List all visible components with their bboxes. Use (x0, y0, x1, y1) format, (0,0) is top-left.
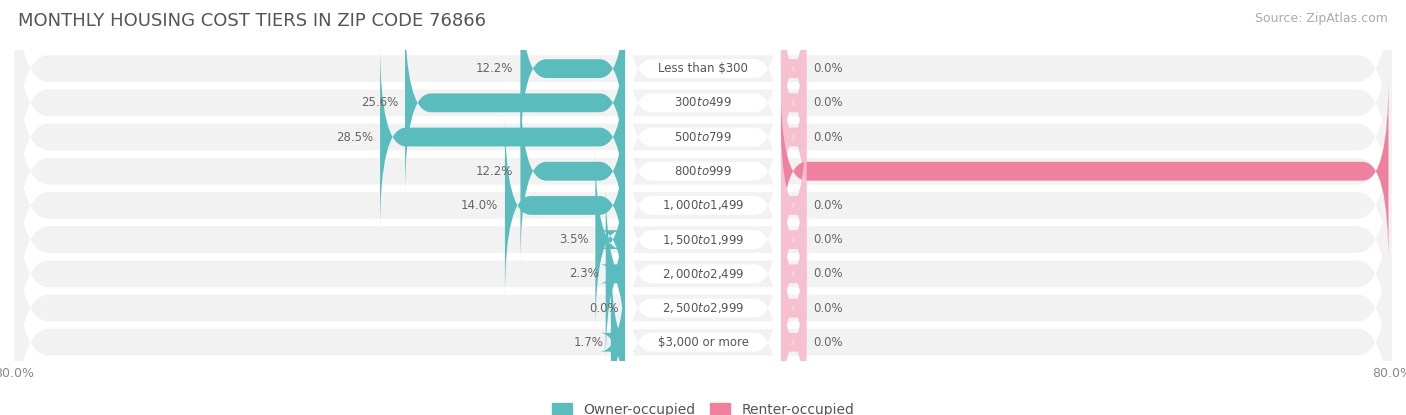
FancyBboxPatch shape (626, 112, 780, 299)
FancyBboxPatch shape (520, 78, 626, 264)
Legend: Owner-occupied, Renter-occupied: Owner-occupied, Renter-occupied (546, 398, 860, 415)
FancyBboxPatch shape (626, 215, 780, 401)
FancyBboxPatch shape (780, 10, 807, 196)
FancyBboxPatch shape (505, 112, 626, 299)
Text: Less than $300: Less than $300 (658, 62, 748, 75)
FancyBboxPatch shape (405, 10, 626, 196)
FancyBboxPatch shape (14, 150, 1392, 397)
FancyBboxPatch shape (626, 181, 780, 367)
FancyBboxPatch shape (14, 185, 1392, 415)
Text: $2,500 to $2,999: $2,500 to $2,999 (662, 301, 744, 315)
FancyBboxPatch shape (14, 0, 1392, 226)
FancyBboxPatch shape (780, 249, 807, 415)
Text: 0.0%: 0.0% (813, 267, 842, 280)
Text: $500 to $799: $500 to $799 (673, 131, 733, 144)
Text: 14.0%: 14.0% (461, 199, 498, 212)
FancyBboxPatch shape (599, 249, 637, 415)
Text: 0.0%: 0.0% (813, 96, 842, 109)
FancyBboxPatch shape (380, 44, 626, 230)
Text: 3.5%: 3.5% (558, 233, 589, 246)
Text: 2.3%: 2.3% (569, 267, 599, 280)
FancyBboxPatch shape (14, 14, 1392, 261)
Text: Source: ZipAtlas.com: Source: ZipAtlas.com (1254, 12, 1388, 25)
FancyBboxPatch shape (780, 112, 807, 299)
Text: 70.6%: 70.6% (1395, 165, 1406, 178)
Text: 25.6%: 25.6% (361, 96, 398, 109)
Text: $2,000 to $2,499: $2,000 to $2,499 (662, 267, 744, 281)
FancyBboxPatch shape (626, 10, 780, 196)
Text: 0.0%: 0.0% (813, 336, 842, 349)
FancyBboxPatch shape (780, 215, 807, 401)
Text: MONTHLY HOUSING COST TIERS IN ZIP CODE 76866: MONTHLY HOUSING COST TIERS IN ZIP CODE 7… (18, 12, 486, 30)
FancyBboxPatch shape (780, 44, 807, 230)
FancyBboxPatch shape (626, 0, 780, 162)
FancyBboxPatch shape (14, 82, 1392, 329)
Text: $3,000 or more: $3,000 or more (658, 336, 748, 349)
FancyBboxPatch shape (14, 48, 1392, 295)
FancyBboxPatch shape (595, 146, 626, 333)
Text: 0.0%: 0.0% (813, 62, 842, 75)
FancyBboxPatch shape (626, 44, 780, 230)
Text: $1,500 to $1,999: $1,500 to $1,999 (662, 233, 744, 247)
Text: 28.5%: 28.5% (336, 131, 373, 144)
Text: 0.0%: 0.0% (813, 199, 842, 212)
FancyBboxPatch shape (780, 0, 807, 162)
FancyBboxPatch shape (626, 78, 780, 264)
Text: 0.0%: 0.0% (813, 233, 842, 246)
Text: $300 to $499: $300 to $499 (673, 96, 733, 109)
FancyBboxPatch shape (599, 181, 631, 367)
Text: $800 to $999: $800 to $999 (673, 165, 733, 178)
Text: 12.2%: 12.2% (477, 62, 513, 75)
Text: 0.0%: 0.0% (589, 302, 619, 315)
FancyBboxPatch shape (626, 146, 780, 333)
FancyBboxPatch shape (780, 78, 1389, 264)
Text: $1,000 to $1,499: $1,000 to $1,499 (662, 198, 744, 212)
Text: 0.0%: 0.0% (813, 131, 842, 144)
Text: 1.7%: 1.7% (574, 336, 605, 349)
FancyBboxPatch shape (14, 219, 1392, 415)
FancyBboxPatch shape (14, 116, 1392, 363)
FancyBboxPatch shape (520, 0, 626, 162)
FancyBboxPatch shape (780, 146, 807, 333)
FancyBboxPatch shape (14, 0, 1392, 192)
FancyBboxPatch shape (626, 249, 780, 415)
Text: 0.0%: 0.0% (813, 302, 842, 315)
FancyBboxPatch shape (780, 181, 807, 367)
Text: 12.2%: 12.2% (477, 165, 513, 178)
